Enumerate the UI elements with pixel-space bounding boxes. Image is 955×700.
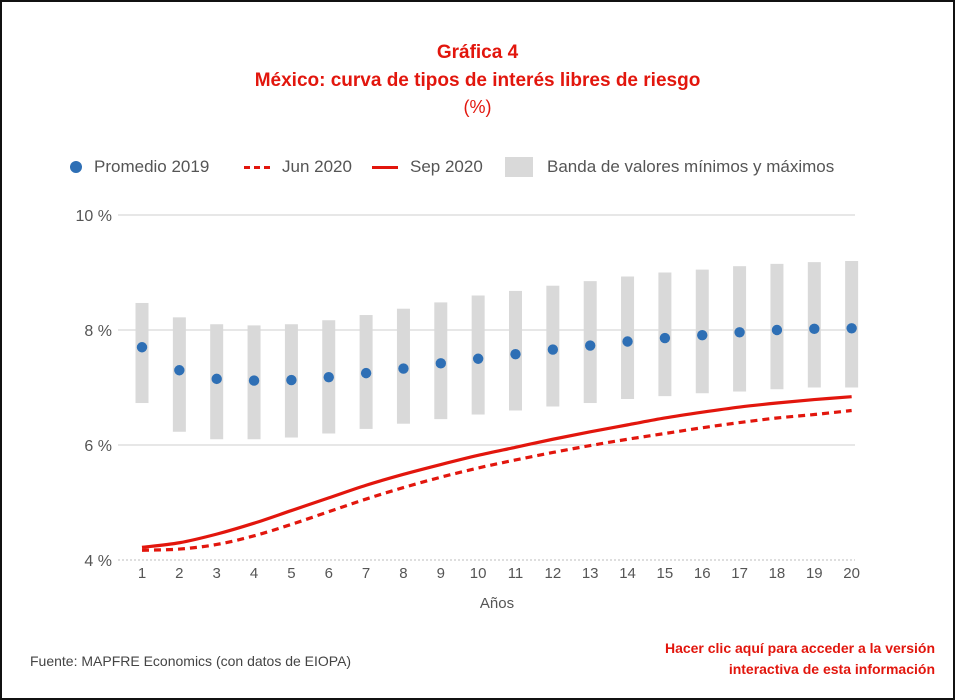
legend-band-icon: [505, 157, 533, 177]
data-point-promedio-2019: [734, 327, 745, 338]
data-point-promedio-2019: [809, 323, 820, 335]
link-text-line2: interactiva de esta información: [728, 661, 935, 677]
legend-item-band: Banda de valores mínimos y máximos: [505, 157, 834, 177]
band-bar: [135, 302, 149, 404]
source-note: Fuente: MAPFRE Economics (con datos de E…: [30, 653, 352, 669]
chart-legend: Promedio 2019 Jun 2020 Sep 2020 Banda de…: [0, 157, 955, 179]
x-tick-label: 3: [213, 565, 221, 582]
x-tick-label: 6: [325, 565, 333, 582]
y-tick-label: 4 %: [84, 553, 112, 570]
data-point-promedio-2019: [585, 340, 596, 351]
legend-item-sep: Sep 2020: [372, 157, 483, 177]
legend-dashed-line-icon: [244, 165, 270, 169]
legend-label-jun: Jun 2020: [282, 157, 352, 176]
x-tick-label: 4: [250, 565, 258, 582]
legend-label-sep: Sep 2020: [410, 157, 483, 176]
y-tick-label: 10 %: [76, 208, 112, 225]
chart-title: México: curva de tipos de interés libres…: [254, 70, 701, 91]
data-point-promedio-2019: [846, 323, 857, 334]
data-point-promedio-2019: [622, 336, 633, 347]
y-tick-label: 8 %: [84, 323, 112, 340]
legend-item-promedio: Promedio 2019: [70, 157, 209, 177]
data-point-promedio-2019: [472, 353, 484, 364]
x-tick-label: 19: [806, 565, 823, 582]
data-point-promedio-2019: [697, 329, 708, 341]
x-tick-label: 16: [694, 565, 711, 582]
x-tick-label: 15: [657, 565, 674, 582]
x-tick-label: 10: [470, 565, 487, 582]
x-tick-label: 14: [619, 565, 636, 582]
x-tick-label: 11: [508, 565, 524, 582]
data-point-promedio-2019: [435, 358, 446, 369]
x-tick-label: 17: [731, 565, 748, 582]
x-tick-label: 5: [287, 565, 295, 582]
data-point-promedio-2019: [398, 363, 409, 374]
data-point-promedio-2019: [174, 365, 185, 376]
x-tick-label: 18: [769, 565, 786, 582]
data-point-promedio-2019: [248, 375, 260, 386]
data-point-promedio-2019: [136, 342, 148, 353]
legend-label-band: Banda de valores mínimos y máximos: [547, 157, 835, 176]
x-tick-label: 7: [362, 565, 370, 582]
legend-item-jun: Jun 2020: [244, 157, 352, 177]
y-tick-label: 6 %: [84, 438, 112, 455]
line-chart: 4 %6 %8 %10 %1 2 3 4 5 6 7 8 9 10 11 12 13 14 15 16 17 18…: [76, 208, 860, 612]
x-tick-label: 13: [582, 565, 599, 582]
chart-title-number: Gráfica 4: [436, 42, 519, 63]
data-point-promedio-2019: [771, 324, 783, 336]
series-line-sep-2020: [141, 395, 852, 549]
interactive-version-link[interactable]: Hacer clic aquí para acceder a la versió…: [665, 638, 935, 680]
legend-solid-line-icon: [372, 165, 398, 169]
x-axis-label: Años: [480, 595, 514, 612]
legend-dot-icon: [70, 161, 82, 173]
legend-label-promedio: Promedio 2019: [94, 157, 210, 176]
x-tick-label: 9: [437, 565, 445, 582]
series-line-jun-2020: [141, 408, 852, 552]
x-tick-label: 2: [175, 565, 183, 582]
data-point-promedio-2019: [286, 374, 297, 386]
data-point-promedio-2019: [323, 371, 334, 383]
x-tick-label: 1: [138, 565, 146, 582]
data-point-promedio-2019: [659, 332, 671, 344]
data-point-promedio-2019: [510, 348, 521, 360]
x-tick-label: 20: [843, 565, 860, 582]
data-point-promedio-2019: [211, 373, 222, 385]
data-point-promedio-2019: [547, 344, 559, 355]
data-point-promedio-2019: [360, 367, 372, 379]
x-tick-label: 12: [545, 565, 562, 582]
x-tick-label: 8: [399, 565, 407, 582]
link-text-line1: Hacer clic aquí para acceder a la versió…: [664, 640, 935, 656]
chart-subtitle-unit: (%): [463, 97, 492, 117]
